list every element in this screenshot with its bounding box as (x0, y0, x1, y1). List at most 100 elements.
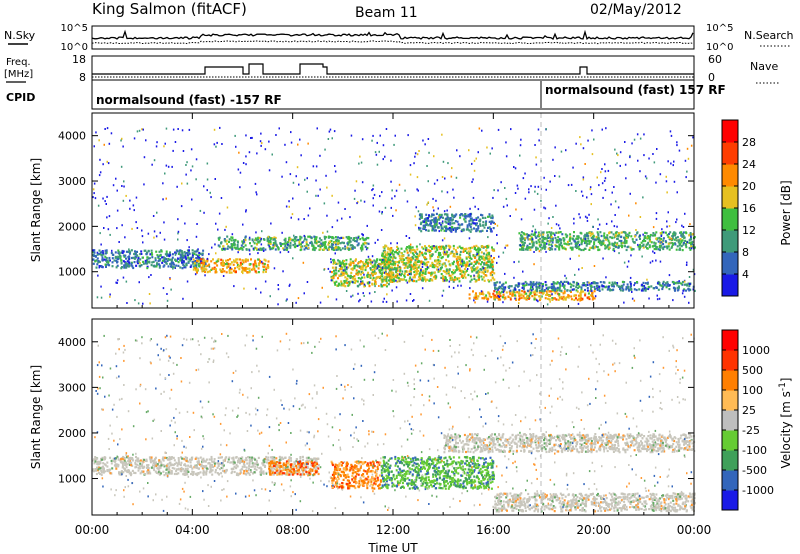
range-gate-cell (649, 240, 652, 243)
range-gate-cell (403, 258, 406, 261)
range-gate-cell (586, 289, 589, 292)
range-gate-cell (633, 241, 635, 244)
range-gate-cell (200, 266, 203, 269)
range-gate-cell (388, 274, 391, 277)
range-gate-cell (158, 250, 161, 253)
range-gate-cell (387, 257, 390, 260)
range-gate-cell (357, 236, 359, 239)
range-gate-cell (535, 163, 538, 166)
range-gate-cell (447, 220, 450, 223)
range-gate-cell (682, 243, 685, 246)
range-gate-cell (106, 127, 109, 130)
range-gate-cell (381, 275, 384, 278)
range-gate-cell (427, 138, 430, 140)
range-gate-cell (666, 233, 669, 237)
range-gate-cell (543, 247, 546, 250)
range-gate-cell (620, 231, 623, 234)
range-gate-cell (493, 272, 496, 275)
range-gate-cell (453, 196, 455, 199)
range-gate-cell (443, 279, 446, 282)
range-gate-cell (288, 239, 291, 242)
range-gate-cell (457, 257, 460, 260)
range-gate-cell (475, 244, 478, 247)
range-gate-cell (452, 255, 455, 258)
range-gate-cell (404, 189, 406, 192)
range-gate-cell (563, 291, 566, 294)
range-gate-cell (174, 253, 177, 256)
range-gate-cell (380, 272, 383, 276)
range-gate-cell (380, 275, 383, 278)
range-gate-cell (406, 281, 409, 284)
range-gate-cell (619, 285, 622, 289)
range-gate-cell (550, 290, 553, 293)
range-gate-cell (221, 247, 224, 251)
range-gate-cell (688, 276, 691, 278)
range-gate-cell (261, 230, 263, 233)
range-gate-cell (481, 216, 484, 219)
range-gate-cell (137, 257, 140, 260)
range-gate-cell (93, 145, 95, 148)
range-gate-cell (403, 250, 406, 253)
range-gate-cell (144, 259, 147, 262)
range-gate-cell (614, 200, 617, 203)
range-gate-cell (655, 231, 658, 234)
range-gate-cell (535, 231, 537, 234)
range-gate-cell (477, 225, 480, 228)
range-gate-cell (380, 269, 383, 272)
range-gate-cell (418, 253, 421, 256)
range-gate-cell (533, 292, 536, 295)
range-gate-cell (256, 193, 258, 196)
range-gate-cell (299, 237, 302, 241)
range-gate-cell (285, 205, 288, 208)
range-gate-cell (653, 252, 656, 254)
range-gate-cell (372, 188, 374, 190)
range-gate-cell (177, 252, 180, 255)
range-gate-cell (487, 258, 490, 261)
range-gate-cell (363, 294, 365, 297)
range-gate-cell (408, 249, 411, 252)
range-gate-cell (236, 245, 239, 248)
range-gate-cell (371, 139, 373, 142)
freq-tick-18: 18 (72, 53, 86, 66)
range-gate-cell (537, 185, 540, 188)
range-gate-cell (249, 263, 252, 266)
range-gate-cell (543, 206, 545, 209)
range-gate-cell (479, 224, 482, 227)
range-gate-cell (246, 258, 249, 261)
range-gate-cell (468, 297, 471, 300)
range-gate-cell (502, 301, 504, 304)
range-gate-cell (267, 243, 270, 246)
range-gate-cell (652, 226, 655, 229)
range-gate-cell (655, 246, 658, 249)
range-gate-cell (652, 153, 654, 155)
range-gate-cell (254, 182, 257, 185)
range-gate-cell (244, 235, 247, 238)
range-gate-cell (518, 260, 520, 263)
range-gate-cell (409, 256, 412, 260)
range-gate-cell (468, 220, 471, 223)
range-gate-cell (234, 134, 236, 137)
range-gate-cell (557, 224, 560, 227)
range-gate-cell (222, 259, 224, 262)
range-gate-cell (441, 294, 444, 297)
range-gate-cell (285, 299, 287, 302)
range-gate-cell (615, 282, 618, 285)
range-gate-cell (648, 297, 650, 300)
range-gate-cell (281, 243, 284, 246)
range-gate-cell (539, 295, 542, 298)
range-gate-cell (517, 187, 519, 190)
range-gate-cell (337, 201, 340, 204)
range-gate-cell (360, 247, 362, 250)
range-gate-cell (484, 257, 487, 260)
range-gate-cell (151, 253, 154, 256)
range-gate-cell (333, 241, 336, 244)
range-gate-cell (197, 260, 200, 263)
range-gate-cell (436, 268, 439, 271)
range-gate-cell (693, 246, 696, 249)
range-gate-cell (424, 245, 426, 248)
range-gate-cell (305, 241, 308, 244)
range-gate-cell (547, 247, 550, 250)
range-gate-cell (598, 242, 601, 245)
range-gate-cell (658, 297, 661, 300)
range-gate-cell (612, 288, 615, 291)
